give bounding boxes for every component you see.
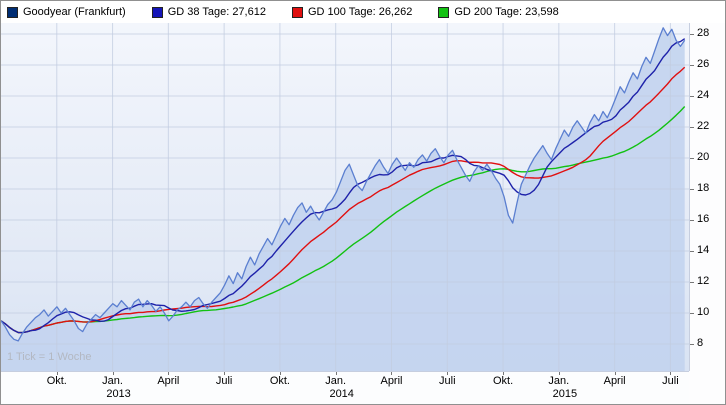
y-tick-mark: [690, 344, 694, 345]
legend-swatch-goodyear-icon: [7, 6, 18, 18]
y-tick-label: 24: [697, 89, 710, 101]
x-tick-mark: [558, 372, 560, 375]
y-tick-mark: [690, 282, 694, 283]
legend-label-gd38: GD 38 Tage: 27,612: [167, 6, 266, 18]
legend-label-gd100: GD 100 Tage: 26,262: [307, 6, 413, 18]
legend-item-gd200: GD 200 Tage: 23,598: [438, 6, 559, 18]
y-tick-mark: [690, 127, 694, 128]
legend-item-gd100: GD 100 Tage: 26,262: [291, 6, 413, 18]
x-tick-mark: [503, 372, 505, 375]
plot-area: 1 Tick = 1 Woche: [1, 23, 689, 371]
y-tick-label: 20: [697, 151, 710, 163]
x-tick-mark: [614, 372, 616, 375]
chart-legend: Goodyear (Frankfurt) GD 38 Tage: 27,612 …: [1, 1, 725, 23]
x-tick-label: Jan.: [548, 375, 570, 387]
x-tick-mark: [224, 372, 226, 375]
x-tick-mark: [335, 372, 337, 375]
x-tick-mark: [56, 372, 58, 375]
legend-swatch-gd200-icon: [438, 6, 450, 18]
x-tick-label: Okt.: [269, 375, 290, 387]
legend-item-gd38: GD 38 Tage: 27,612: [151, 6, 266, 18]
y-tick-mark: [690, 65, 694, 66]
x-tick-label: April: [603, 375, 626, 387]
legend-swatch-gd38-icon: [151, 6, 163, 18]
price-chart-canvas: [1, 23, 689, 371]
y-tick-mark: [690, 96, 694, 97]
price-line: [1, 27, 686, 342]
x-tick-label: Juli: [439, 375, 456, 387]
y-tick-label: 16: [697, 213, 710, 225]
y-tick-label: 28: [697, 27, 710, 39]
x-year-label: 2013: [106, 388, 131, 400]
y-tick-mark: [690, 34, 694, 35]
y-tick-label: 14: [697, 244, 710, 256]
axis-corner: [689, 371, 725, 404]
x-tick-mark: [391, 372, 393, 375]
y-tick-label: 18: [697, 182, 710, 194]
x-tick-mark: [279, 372, 281, 375]
x-year-label: 2015: [552, 388, 578, 400]
x-tick-label: April: [380, 375, 403, 387]
x-tick-mark: [670, 372, 672, 375]
y-tick-mark: [690, 313, 694, 314]
y-tick-mark: [690, 158, 694, 159]
y-tick-label: 22: [697, 120, 710, 132]
y-tick-label: 10: [697, 306, 710, 318]
x-axis: Okt. Jan. 2013 April Juli Okt. Jan. 2014 April Ju…: [1, 371, 689, 404]
y-axis: 8 10 12 14 16 18 20 22 24 26 28: [689, 23, 725, 371]
y-tick-mark: [690, 251, 694, 252]
x-tick-label: Juli: [662, 375, 679, 387]
price-area-fill: [1, 27, 685, 371]
gd200-line: [1, 106, 686, 334]
y-tick-mark: [690, 189, 694, 190]
x-tick-mark: [447, 372, 449, 375]
x-tick-label: Juli: [215, 375, 233, 387]
x-tick-label: Okt.: [492, 375, 514, 387]
legend-swatch-gd100-icon: [291, 6, 303, 18]
y-tick-label: 8: [697, 337, 704, 349]
y-tick-label: 26: [697, 58, 710, 70]
x-year-label: 2014: [329, 388, 354, 400]
x-tick-label: Okt.: [46, 375, 67, 387]
y-tick-label: 12: [697, 275, 710, 287]
tick-scale-note: 1 Tick = 1 Woche: [7, 351, 92, 363]
x-tick-label: Jan.: [102, 375, 123, 387]
y-tick-mark: [690, 220, 694, 221]
x-tick-mark: [112, 372, 114, 375]
gd38-line: [1, 38, 686, 334]
x-tick-label: Jan.: [325, 375, 347, 387]
legend-item-goodyear: Goodyear (Frankfurt): [7, 6, 126, 18]
legend-label-gd200: GD 200 Tage: 23,598: [454, 6, 559, 18]
x-tick-label: April: [157, 375, 180, 387]
legend-label-goodyear: Goodyear (Frankfurt): [23, 6, 126, 18]
x-tick-mark: [168, 372, 170, 375]
